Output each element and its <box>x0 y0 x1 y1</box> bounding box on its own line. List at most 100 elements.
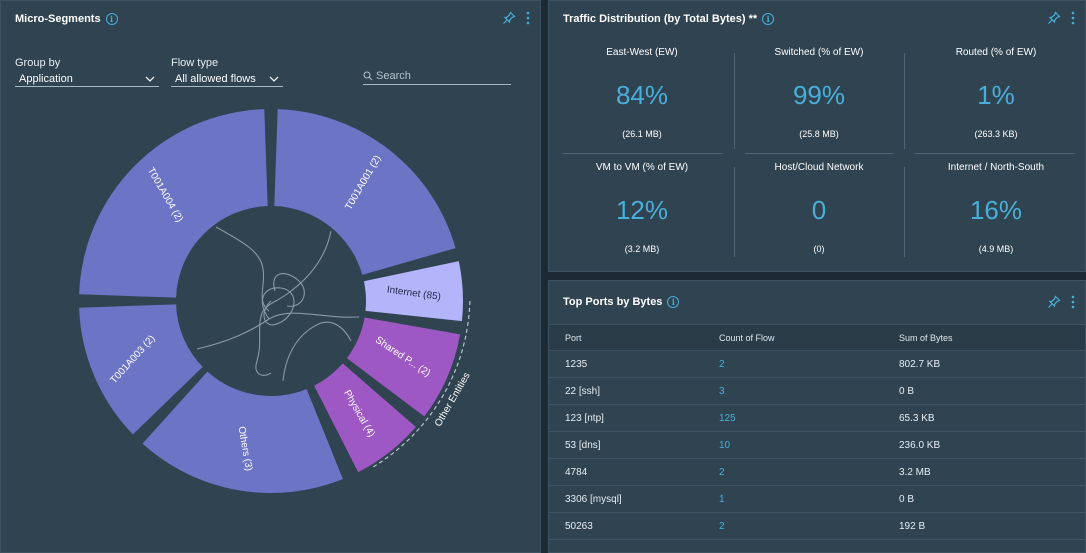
table-row: 4784 2 3.2 MB <box>549 459 1085 486</box>
donut-segment[interactable] <box>274 109 456 275</box>
column-header-port[interactable]: Port <box>565 332 582 343</box>
chevron-down-icon <box>145 76 155 82</box>
metric-value: 84% <box>615 80 669 110</box>
divider <box>904 167 905 257</box>
ports-table: Port Count of Flow Sum of Bytes 1235 2 802… <box>549 324 1085 540</box>
metric-sub: (26.1 MB) <box>622 129 662 139</box>
flow-link <box>282 321 352 382</box>
metric-switched: Switched (% of EW) 99% (25.8 MB) <box>734 47 904 139</box>
donut-segment[interactable] <box>314 363 416 473</box>
flow-link <box>255 310 272 376</box>
metric-value: 1% <box>977 80 1015 110</box>
traffic-header: Traffic Distribution (by Total Bytes) **… <box>549 1 1085 37</box>
metric-label: Routed (% of EW) <box>955 47 1037 58</box>
metric-host-cloud-network: Host/Cloud Network 0 (0) <box>734 162 904 254</box>
donut-chart <box>79 109 463 494</box>
pin-icon[interactable] <box>1047 11 1061 25</box>
info-icon[interactable]: i <box>667 296 680 308</box>
group-by-label: Group by <box>15 57 61 69</box>
micro-segments-header: Micro-Segments i <box>1 1 540 37</box>
flow-link <box>262 230 332 312</box>
table-row: 50263 2 192 B <box>549 513 1085 540</box>
port-cell: 4784 <box>565 466 588 478</box>
port-cell: 50263 <box>565 520 593 532</box>
search-field[interactable] <box>363 67 511 85</box>
search-input[interactable] <box>376 69 506 82</box>
top-ports-panel: Top Ports by Bytes i Port Count of Flow … <box>548 280 1086 553</box>
metric-value: 16% <box>969 195 1023 225</box>
metric-sub: (0) <box>813 244 825 254</box>
bytes-cell: 3.2 MB <box>899 466 931 478</box>
chevron-down-icon <box>269 76 279 82</box>
metric-routed: Routed (% of EW) 1% (263.3 KB) <box>911 47 1081 139</box>
metric-label: VM to VM (% of EW) <box>595 162 689 173</box>
more-options-icon[interactable] <box>1071 295 1075 309</box>
column-header-bytes[interactable]: Sum of Bytes <box>899 332 953 343</box>
metric-label: Internet / North-South <box>947 162 1045 173</box>
ports-header: Top Ports by Bytes i <box>549 281 1085 323</box>
donut-segment[interactable] <box>79 304 203 435</box>
pin-icon[interactable] <box>1047 295 1061 309</box>
flow-link <box>261 287 295 326</box>
port-cell: 22 [ssh] <box>565 385 601 397</box>
group-by-filter: Group by Application <box>15 57 159 87</box>
count-cell[interactable]: 10 <box>719 439 731 451</box>
table-row: 1235 2 802.7 KB <box>549 351 1085 378</box>
table-body: 1235 2 802.7 KB 22 [ssh] 3 0 B 123 [ntp] 125 65.… <box>549 351 1085 540</box>
info-icon[interactable]: i <box>762 13 775 25</box>
count-cell[interactable]: 125 <box>719 412 736 424</box>
metric-sub: (3.2 MB) <box>624 244 660 254</box>
divider <box>904 53 905 149</box>
search-icon <box>363 71 373 80</box>
flow-link <box>273 273 305 307</box>
divider <box>745 153 893 154</box>
metric-sub: (263.3 KB) <box>974 129 1018 139</box>
flow-type-label: Flow type <box>171 57 219 69</box>
panel-title: Top Ports by Bytes <box>563 296 663 308</box>
flow-type-filter: Flow type All allowed flows <box>171 57 283 87</box>
divider <box>915 153 1075 154</box>
info-icon[interactable]: i <box>105 13 118 25</box>
metric-vm-to-vm: VM to VM (% of EW) 12% (3.2 MB) <box>557 162 727 254</box>
micro-segments-chart: T001A004 (2) T001A001 (2)Internet (85)Sha… <box>79 109 473 494</box>
column-header-count[interactable]: Count of Flow <box>719 332 775 343</box>
table-row: 22 [ssh] 3 0 B <box>549 378 1085 405</box>
divider <box>563 153 723 154</box>
metric-value: 0 <box>811 195 827 225</box>
more-options-icon[interactable] <box>1071 11 1075 25</box>
flow-type-select[interactable]: All allowed flows <box>171 72 283 87</box>
flow-type-value: All allowed flows <box>175 73 256 85</box>
bytes-cell: 0 B <box>899 493 915 505</box>
port-cell: 3306 [mysql] <box>565 493 622 505</box>
count-cell[interactable]: 2 <box>719 466 725 478</box>
flow-link <box>215 226 270 312</box>
pin-icon[interactable] <box>502 11 516 25</box>
count-cell[interactable]: 2 <box>719 520 725 532</box>
port-cell: 53 [dns] <box>565 439 601 451</box>
donut-segment[interactable] <box>79 109 268 298</box>
bytes-cell: 802.7 KB <box>899 358 941 370</box>
port-cell: 1235 <box>565 358 588 370</box>
metric-value: 99% <box>792 80 846 110</box>
donut-segment[interactable] <box>363 261 463 322</box>
divider <box>734 167 735 257</box>
other-entities-arc <box>372 300 471 468</box>
table-header: Port Count of Flow Sum of Bytes <box>549 324 1085 351</box>
more-options-icon[interactable] <box>526 11 530 25</box>
metric-label: Switched (% of EW) <box>774 47 864 58</box>
count-cell[interactable]: 3 <box>719 385 725 397</box>
traffic-distribution-panel: Traffic Distribution (by Total Bytes) **… <box>548 0 1086 272</box>
panel-title: Micro-Segments <box>15 13 101 25</box>
count-cell[interactable]: 1 <box>719 493 725 505</box>
donut-segment[interactable] <box>142 371 343 494</box>
micro-segments-panel: Micro-Segments i Group by Application Fl… <box>0 0 541 553</box>
donut-segment[interactable] <box>346 317 461 417</box>
count-cell[interactable]: 2 <box>719 358 725 370</box>
flow-link <box>196 312 360 350</box>
group-by-value: Application <box>19 73 73 85</box>
table-row: 53 [dns] 10 236.0 KB <box>549 432 1085 459</box>
group-by-select[interactable]: Application <box>15 72 159 87</box>
metric-internet-north-south: Internet / North-South 16% (4.9 MB) <box>911 162 1081 254</box>
flow-links <box>196 226 360 382</box>
metric-label: Host/Cloud Network <box>774 162 864 173</box>
